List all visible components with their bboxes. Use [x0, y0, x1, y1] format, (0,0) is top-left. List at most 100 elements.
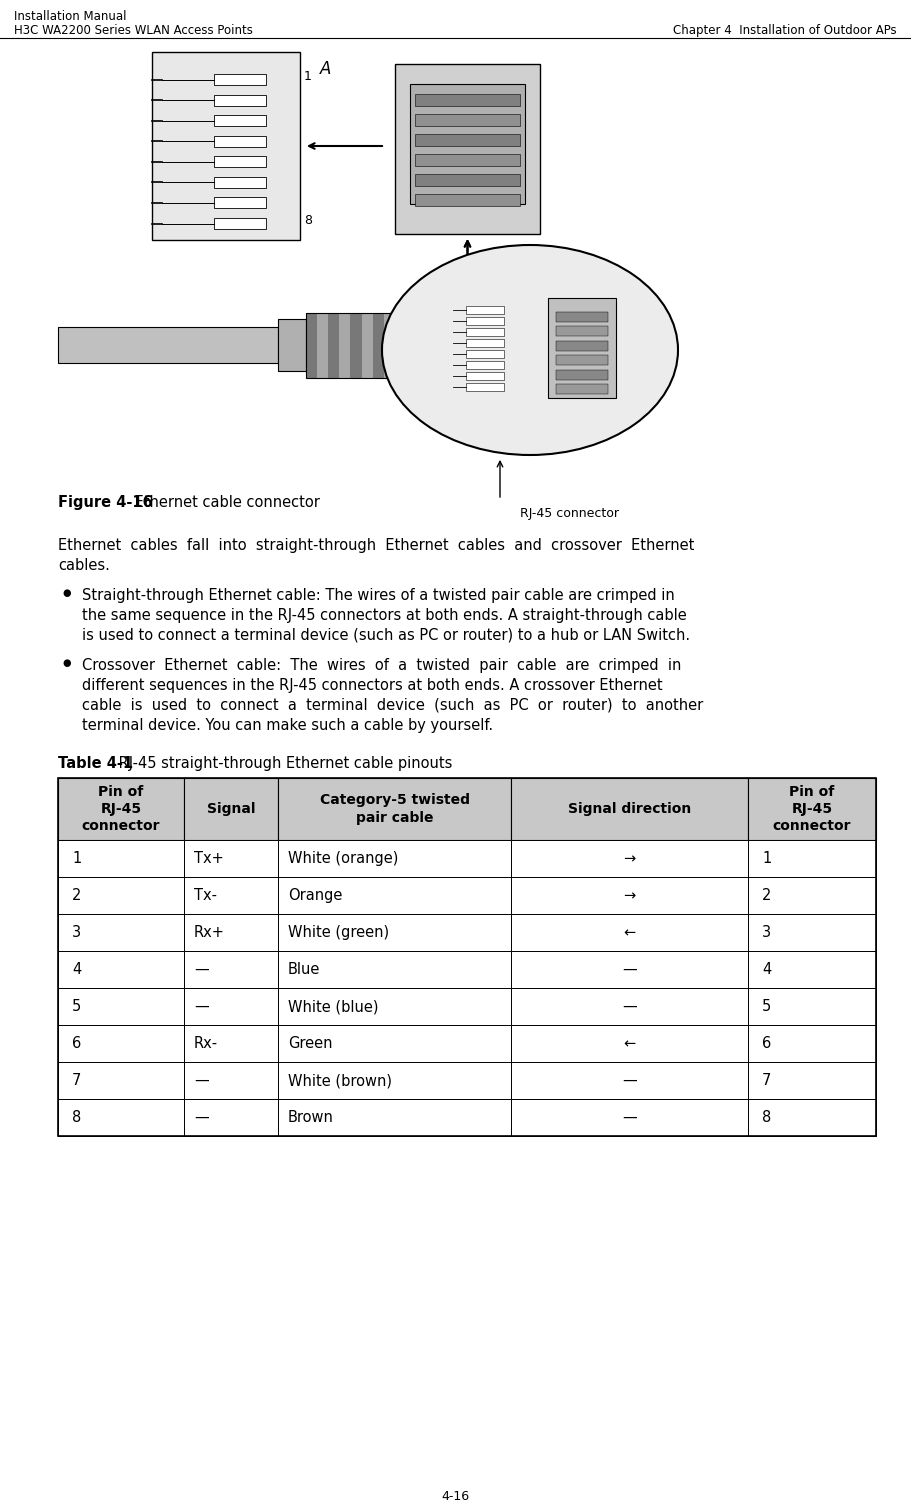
- Text: terminal device. You can make such a cable by yourself.: terminal device. You can make such a cab…: [82, 717, 493, 732]
- Text: Tx-: Tx-: [194, 888, 217, 903]
- Text: 8: 8: [506, 382, 512, 393]
- Text: 7: 7: [72, 1074, 81, 1089]
- Bar: [511, 877, 748, 914]
- Bar: [384, 313, 394, 378]
- Bar: [415, 174, 520, 186]
- Text: Pin of
RJ-45
connector: Pin of RJ-45 connector: [82, 785, 160, 834]
- Text: —: —: [194, 962, 209, 977]
- Text: Rx+: Rx+: [194, 926, 225, 941]
- Bar: [511, 988, 748, 1025]
- Text: 4: 4: [72, 962, 81, 977]
- Bar: [58, 914, 184, 951]
- Text: 1: 1: [304, 69, 312, 83]
- Text: →: →: [623, 888, 636, 903]
- Bar: [466, 384, 504, 391]
- Text: 3: 3: [762, 926, 771, 941]
- Text: cable  is  used  to  connect  a  terminal  device  (such  as  PC  or  router)  t: cable is used to connect a terminal devi…: [82, 698, 703, 713]
- Bar: [317, 313, 328, 378]
- Text: Installation Manual: Installation Manual: [14, 11, 127, 23]
- Text: Signal direction: Signal direction: [568, 802, 691, 815]
- Bar: [184, 1099, 278, 1136]
- Bar: [152, 51, 300, 240]
- Bar: [328, 313, 339, 378]
- Bar: [748, 778, 876, 840]
- Text: A: A: [518, 300, 527, 313]
- Bar: [373, 313, 384, 378]
- Bar: [214, 177, 266, 187]
- Bar: [339, 313, 351, 378]
- Bar: [58, 840, 184, 877]
- Text: 1: 1: [762, 852, 772, 867]
- Bar: [214, 74, 266, 85]
- Text: —: —: [622, 1000, 637, 1015]
- Text: White (blue): White (blue): [288, 1000, 378, 1015]
- Text: Green: Green: [288, 1036, 333, 1051]
- Text: Rx-: Rx-: [194, 1036, 218, 1051]
- Text: Straight-through Ethernet cable: The wires of a twisted pair cable are crimped i: Straight-through Ethernet cable: The wir…: [82, 587, 675, 602]
- Bar: [214, 115, 266, 127]
- Bar: [511, 914, 748, 951]
- Ellipse shape: [382, 245, 678, 455]
- Bar: [466, 307, 504, 314]
- Text: Pin of
RJ-45
connector: Pin of RJ-45 connector: [773, 785, 851, 834]
- Bar: [415, 134, 520, 146]
- Text: —: —: [622, 962, 637, 977]
- Bar: [184, 914, 278, 951]
- Text: is used to connect a terminal device (such as PC or router) to a hub or LAN Swit: is used to connect a terminal device (su…: [82, 628, 691, 643]
- Bar: [410, 85, 525, 204]
- Bar: [58, 328, 278, 362]
- Bar: [511, 1062, 748, 1099]
- Text: 6: 6: [762, 1036, 772, 1051]
- Bar: [511, 951, 748, 988]
- Bar: [511, 1099, 748, 1136]
- Text: ←: ←: [623, 1036, 636, 1051]
- Bar: [466, 350, 504, 358]
- Bar: [748, 914, 876, 951]
- Text: ←: ←: [623, 926, 636, 941]
- Bar: [58, 951, 184, 988]
- Bar: [415, 113, 520, 125]
- Bar: [394, 313, 406, 378]
- Bar: [466, 317, 504, 325]
- Text: —: —: [194, 1110, 209, 1125]
- Bar: [58, 1062, 184, 1099]
- Text: White (green): White (green): [288, 926, 389, 941]
- Bar: [748, 1025, 876, 1062]
- Bar: [556, 370, 608, 379]
- Text: Table 4-1: Table 4-1: [58, 757, 133, 772]
- Bar: [278, 1025, 511, 1062]
- Bar: [466, 340, 504, 347]
- Text: RJ-45 connector: RJ-45 connector: [520, 507, 619, 519]
- Bar: [556, 341, 608, 350]
- Text: —: —: [194, 1000, 209, 1015]
- Text: —: —: [194, 1074, 209, 1089]
- Bar: [278, 319, 306, 371]
- Text: 8: 8: [762, 1110, 772, 1125]
- Bar: [278, 1099, 511, 1136]
- Bar: [214, 198, 266, 208]
- Bar: [466, 328, 504, 337]
- Bar: [748, 840, 876, 877]
- Bar: [214, 95, 266, 106]
- Bar: [362, 313, 373, 378]
- Bar: [184, 778, 278, 840]
- Text: A: A: [320, 60, 332, 79]
- Bar: [58, 1025, 184, 1062]
- Bar: [214, 217, 266, 230]
- Text: Blue: Blue: [288, 962, 321, 977]
- Bar: [556, 326, 608, 337]
- Bar: [58, 877, 184, 914]
- Text: Figure 4-16: Figure 4-16: [58, 495, 153, 510]
- Bar: [58, 1099, 184, 1136]
- Text: 3: 3: [72, 926, 81, 941]
- Bar: [415, 154, 520, 166]
- Bar: [184, 840, 278, 877]
- Text: RJ-45 straight-through Ethernet cable pinouts: RJ-45 straight-through Ethernet cable pi…: [114, 757, 453, 772]
- Bar: [278, 1062, 511, 1099]
- Bar: [556, 313, 608, 322]
- Text: Chapter 4  Installation of Outdoor APs: Chapter 4 Installation of Outdoor APs: [673, 24, 897, 38]
- Text: cables.: cables.: [58, 559, 110, 572]
- Bar: [278, 877, 511, 914]
- Bar: [748, 877, 876, 914]
- Bar: [278, 914, 511, 951]
